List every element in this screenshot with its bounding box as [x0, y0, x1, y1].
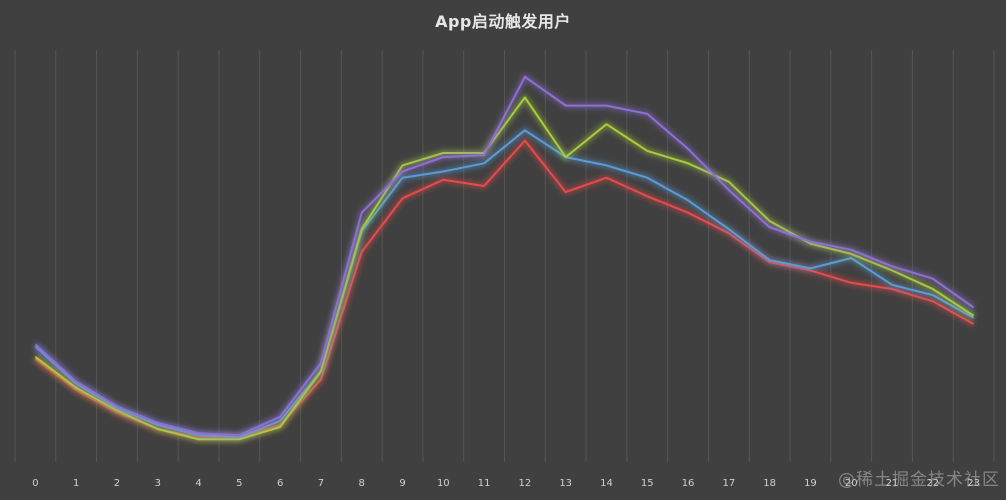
x-tick-label: 11 — [478, 478, 491, 489]
x-tick-label: 20 — [845, 478, 858, 489]
x-tick-label: 12 — [519, 478, 532, 489]
x-tick-label: 10 — [437, 478, 450, 489]
x-tick-label: 21 — [886, 478, 899, 489]
watermark: @稀土掘金技术社区 — [838, 470, 1000, 490]
x-tick-label: 17 — [722, 478, 735, 489]
x-tick-label: 1 — [73, 478, 79, 489]
x-tick-label: 6 — [277, 478, 283, 489]
x-tick-label: 22 — [926, 478, 939, 489]
x-tick-label: 3 — [155, 478, 161, 489]
x-tick-label: 15 — [641, 478, 654, 489]
x-tick-label: 0 — [32, 478, 38, 489]
x-tick-label: 23 — [967, 478, 980, 489]
x-tick-label: 4 — [195, 478, 201, 489]
x-tick-label: 7 — [318, 478, 324, 489]
x-tick-label: 16 — [682, 478, 695, 489]
x-tick-label: 9 — [399, 478, 405, 489]
x-tick-label: 8 — [359, 478, 365, 489]
x-tick-label: 18 — [763, 478, 776, 489]
x-tick-label: 5 — [236, 478, 242, 489]
chart-title: App启动触发用户 — [435, 12, 571, 31]
series-4 — [33, 73, 976, 439]
x-tick-label: 2 — [114, 478, 120, 489]
x-tick-label: 19 — [804, 478, 817, 489]
x-tick-label: 13 — [559, 478, 572, 489]
series-line — [34, 75, 975, 437]
x-tick-label: 14 — [600, 478, 613, 489]
x-axis-ticks: 0 1 2 3 4 5 6 7 8 9 10 11 12 13 14 15 16 17 18 19 20 21 22 23 — [32, 478, 980, 489]
